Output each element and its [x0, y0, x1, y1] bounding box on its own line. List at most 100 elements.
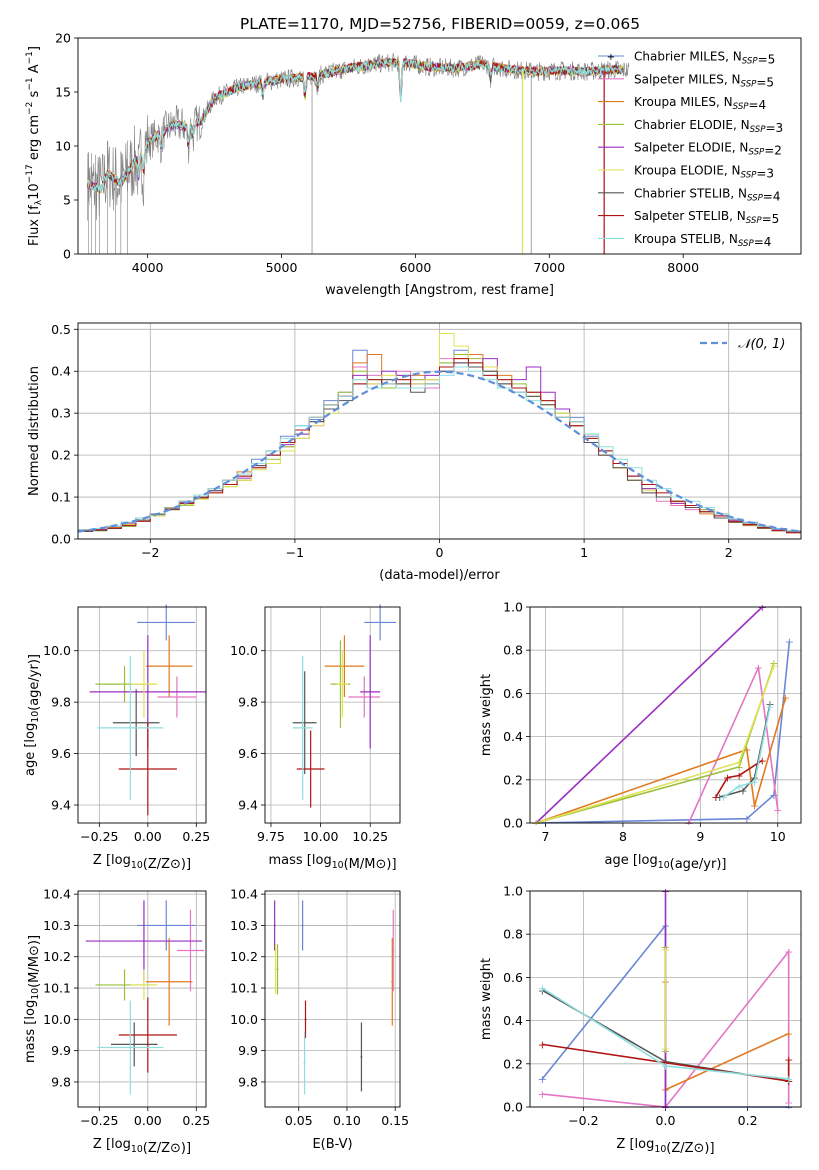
weight-point: +: [719, 791, 728, 804]
weight-point: +: [773, 804, 782, 817]
mass_vs_ebv-ytick-label: 10.1: [230, 981, 258, 996]
weight-line-kroupa-elodie: [535, 665, 775, 824]
ylabel-sub: λ: [34, 199, 44, 205]
weight-point: +: [734, 757, 743, 770]
spectrum-ytick-label: 10: [55, 139, 71, 154]
age_vs_Z-xlabel-part: Z [: [93, 853, 111, 868]
residuals-ytick-label: 0.4: [51, 364, 71, 379]
errorbar-chabrier-stelib: [292, 671, 317, 775]
legend-label: Chabrier MILES, NSSP=5: [634, 50, 775, 67]
weight-point: +: [532, 817, 541, 830]
legend-label: Salpeter STELIB, NSSP=5: [634, 209, 779, 226]
weight-point: +: [784, 1101, 793, 1114]
legend-label-sub: SSP: [746, 216, 763, 226]
age_vs_Z-ylabel-part: (age/yr)]: [27, 654, 42, 711]
weight-point: +: [742, 813, 751, 826]
weight_vs_age-ytick-label: 0.6: [503, 686, 523, 701]
spectrum-xtick-label: 6000: [399, 260, 431, 275]
legend-label-sub: SSP: [738, 239, 755, 249]
weight_vs_age-xlabel-part: (age/yr)]: [670, 857, 727, 872]
weight-point: +: [784, 1053, 793, 1066]
mass_vs_Z-ytick-label: 10.3: [43, 918, 71, 933]
age_vs_mass-ytick-label: 9.8: [238, 695, 258, 710]
mass_vs_Z-axes: −0.25 0.00 0.25 9.8 9.9 10.0 10.1 10.2 10.3 10.4: [43, 887, 210, 1128]
weight-point: +: [742, 744, 751, 757]
mass_vs_Z-ylabel: mass [log10(M/M⊙)]: [23, 935, 42, 1063]
weight-point: +: [661, 1060, 670, 1073]
weight_vs_Z-xlabel-part: Z [: [616, 1137, 634, 1152]
spectrum-xlabel-part: wavelength [Angstrom, rest frame]: [325, 283, 554, 298]
weight-point: +: [532, 817, 541, 830]
mass_vs_ebv-ytick-label: 10.4: [230, 887, 258, 902]
weight-point: +: [538, 982, 547, 995]
legend-label: Kroupa STELIB, NSSP=4: [634, 232, 771, 249]
weight-point: +: [784, 1028, 793, 1041]
errorbar-salpeter-elodie: [85, 900, 203, 982]
weight_vs_age-xlabel-part: age [: [605, 853, 638, 868]
legend-label-part: Chabrier STELIB, N: [634, 186, 747, 200]
residuals-xtick-label: −2: [141, 545, 159, 560]
age_vs_Z-xlabel-part: (Z/Z⊙)]: [143, 857, 191, 872]
weight-line-kroupa-miles: [535, 697, 787, 824]
weight_vs_age-xlabel-part: log: [638, 853, 658, 868]
age_vs_mass-xlabel-part: mass [: [268, 853, 311, 868]
weight-point: +: [765, 698, 774, 711]
errorbar-kroupa-stelib: [292, 655, 313, 800]
ylabel-part: Flux [f: [27, 205, 42, 246]
mass_vs_ebv-frame: [264, 890, 401, 1108]
mass_vs_ebv-xlabel-part: E(B-V): [312, 1137, 352, 1152]
weight-point: +: [734, 769, 743, 782]
legend-label-sub: SSP: [747, 193, 764, 203]
weight-point: +: [661, 1101, 670, 1114]
weight-point: +: [723, 772, 732, 785]
errorbar-kroupa-stelib: [97, 655, 164, 800]
legend-label-part: =2: [764, 144, 782, 158]
mass_vs_ebv-ytick-label: 10.0: [230, 1012, 258, 1027]
age_vs_mass-ytick-label: 9.4: [238, 798, 258, 813]
legend-label-sub: SSP: [748, 148, 765, 158]
weight-point: +: [765, 700, 774, 713]
residuals-ytick-label: 0.5: [51, 322, 71, 337]
spectrum-xlabel: wavelength [Angstrom, rest frame]: [325, 283, 554, 298]
legend-marker: +: [607, 52, 615, 63]
weight-line-chabrier-miles: [536, 641, 791, 824]
weight_vs_Z-ylabel: mass weight: [479, 958, 494, 1040]
ylabel-part: erg cm: [27, 115, 42, 164]
weight-point: +: [758, 754, 767, 767]
spectrum-xtick-label: 4000: [132, 260, 164, 275]
age_vs_Z-xtick-label: −0.25: [80, 829, 118, 844]
weight-point: +: [781, 692, 790, 705]
legend-label-part: =5: [762, 212, 780, 226]
legend-label-sub: SSP: [741, 171, 758, 181]
errorbar-kroupa-elodie: [274, 944, 277, 995]
spectrum-frame: [77, 37, 802, 255]
age_vs_mass-ytick-label: 10.0: [230, 643, 258, 658]
spectrum-ytick-label: 0: [63, 247, 71, 262]
errorbar-kroupa-miles: [145, 635, 193, 697]
legend-label: Salpeter ELODIE, NSSP=2: [634, 141, 782, 158]
weight-line-kroupa-stelib: [541, 987, 789, 1080]
weight-point: +: [538, 1038, 547, 1051]
weight-line-salpeter-stelib: [542, 1043, 790, 1083]
errorbar-kroupa-miles: [324, 635, 365, 697]
ylabel-sup: −17: [25, 164, 35, 183]
weight-point: +: [538, 1088, 547, 1101]
weight_vs_Z-xtick-label: −0.2: [568, 1113, 598, 1128]
legend-label-part: Salpeter STELIB, N: [634, 209, 746, 223]
weight_vs_Z-axes: −0.2 0.0 0.2 0.0 0.2 0.4 0.6 0.8 1.0: [503, 884, 801, 1128]
mass_vs_ebv-xtick-label: 0.15: [381, 1113, 409, 1128]
mass_vs_ebv-xlabel: E(B-V): [312, 1137, 352, 1152]
spectrum-xtick-label: 8000: [667, 260, 699, 275]
mass_vs_Z-ytick-label: 9.9: [51, 1043, 71, 1058]
residuals-frame: [77, 322, 802, 540]
mass_vs_Z-xtick-label: 0.25: [182, 1113, 210, 1128]
mass_vs_ebv-xtick-label: 0.05: [285, 1113, 313, 1128]
weight-point: +: [715, 791, 724, 804]
weight_vs_Z-series: +++ +++++++++++++++++++++++: [538, 889, 794, 1114]
mass_vs_ebv-axes: 0.05 0.10 0.15 9.8 9.9 10.0 10.1 10.2 10.3 10.4: [230, 887, 409, 1128]
errorbar-kroupa-stelib: [303, 1031, 306, 1095]
model-spectrum-kroupa-stelib: [87, 58, 623, 192]
weight_vs_age-xtick-label: 8: [619, 829, 627, 844]
